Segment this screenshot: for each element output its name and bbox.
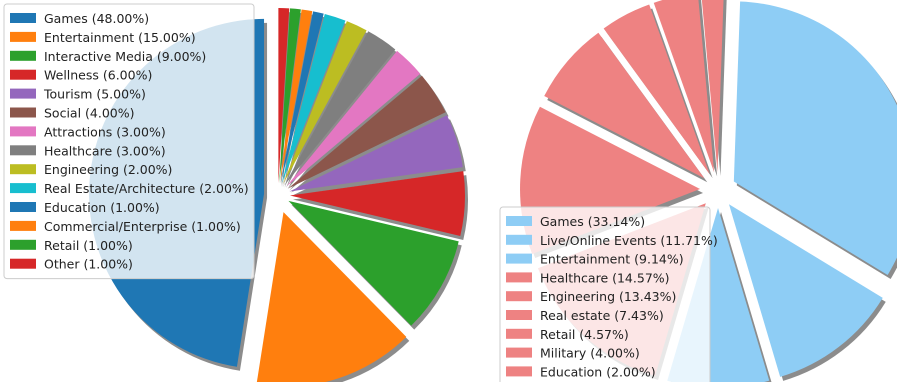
right-legend-swatch-engineering bbox=[506, 291, 532, 302]
left-legend-swatch-healthcare bbox=[10, 145, 36, 156]
right-legend-label-real-estate: Real estate (7.43%) bbox=[540, 308, 664, 323]
left-legend-label-healthcare: Healthcare (3.00%) bbox=[44, 143, 166, 158]
left-legend-swatch-entertainment bbox=[10, 31, 36, 42]
left-legend-label-tourism: Tourism (5.00%) bbox=[43, 87, 146, 102]
left-legend-label-games: Games (48.00%) bbox=[44, 11, 149, 26]
left-legend-swatch-attractions bbox=[10, 126, 36, 137]
right-legend-frame bbox=[499, 206, 711, 382]
left-legend-swatch-retail bbox=[10, 239, 36, 250]
left-slice-tourism[interactable] bbox=[289, 115, 463, 192]
right-legend-label-games: Games (33.14%) bbox=[540, 214, 645, 229]
right-legend-swatch-military bbox=[506, 347, 532, 358]
left-slice-education[interactable] bbox=[280, 11, 324, 184]
right-legend-swatch-entertainment bbox=[506, 253, 532, 264]
right-legend-label-retail: Retail (4.57%) bbox=[540, 327, 629, 342]
right-slice-education[interactable] bbox=[701, 0, 724, 173]
right-slice-live-online-events[interactable] bbox=[728, 204, 883, 377]
right-legend-label-engineering: Engineering (13.43%) bbox=[540, 289, 676, 304]
left-slice-retail[interactable] bbox=[279, 8, 301, 184]
left-legend-swatch-wellness bbox=[10, 69, 36, 80]
left-legend-frame bbox=[3, 3, 255, 280]
right-slice-games[interactable] bbox=[733, 1, 897, 276]
left-legend-label-real-estate-architecture: Real Estate/Architecture (2.00%) bbox=[44, 181, 249, 196]
left-legend-label-retail: Retail (1.00%) bbox=[44, 238, 133, 253]
left-legend-label-education: Education (1.00%) bbox=[44, 200, 160, 215]
right-legend-swatch-games bbox=[506, 216, 532, 226]
left-legend-label-other: Other (1.00%) bbox=[44, 257, 133, 272]
left-legend-swatch-commercial-enterprise bbox=[10, 220, 36, 231]
right-legend-swatch-education bbox=[506, 366, 532, 377]
right-legend-label-education: Education (2.00%) bbox=[540, 364, 656, 379]
left-legend-label-entertainment: Entertainment (15.00%) bbox=[44, 30, 196, 45]
left-legend-swatch-tourism bbox=[10, 88, 36, 99]
left-slice-real-estate-architecture[interactable] bbox=[281, 13, 346, 184]
right-slice-military[interactable] bbox=[653, 0, 715, 173]
right-legend-label-healthcare: Healthcare (14.57%) bbox=[540, 270, 670, 285]
left-slice-other[interactable] bbox=[278, 8, 290, 184]
right-slice-retail[interactable] bbox=[603, 4, 710, 175]
left-legend-label-commercial-enterprise: Commercial/Enterprise (1.00%) bbox=[44, 219, 241, 234]
left-legend-swatch-other bbox=[10, 258, 36, 269]
left-slice-interactive-media[interactable] bbox=[288, 200, 459, 326]
right-legend-swatch-real-estate bbox=[506, 310, 532, 320]
right-legend-swatch-healthcare bbox=[506, 272, 532, 283]
left-slice-attractions[interactable] bbox=[286, 50, 421, 187]
left-slice-wellness[interactable] bbox=[289, 171, 465, 237]
left-slice-entertainment[interactable] bbox=[256, 212, 407, 382]
left-legend-label-engineering: Engineering (2.00%) bbox=[44, 162, 172, 177]
left-legend-label-social: Social (4.00%) bbox=[44, 106, 135, 121]
right-legend-swatch-live-online-events bbox=[506, 234, 532, 245]
right-legend-label-live-online-events: Live/Online Events (11.71%) bbox=[540, 233, 718, 248]
legend-industries: Games (48.00%) Entertainment (15.00%) Inte… bbox=[3, 3, 255, 280]
left-legend-swatch-education bbox=[10, 202, 36, 212]
left-legend-label-wellness: Wellness (6.00%) bbox=[44, 68, 152, 83]
left-legend-swatch-engineering bbox=[10, 164, 36, 175]
legend-applications: Games (33.14%) Live/Online Events (11.71%… bbox=[499, 206, 718, 382]
right-legend-label-entertainment: Entertainment (9.14%) bbox=[540, 252, 684, 267]
left-legend-swatch-social bbox=[10, 107, 36, 118]
left-slice-healthcare[interactable] bbox=[284, 31, 396, 186]
left-legend-swatch-real-estate-architecture bbox=[10, 183, 36, 194]
left-slice-commercial-enterprise[interactable] bbox=[279, 9, 313, 184]
left-legend-swatch-games bbox=[10, 13, 36, 23]
left-legend-swatch-interactive-media bbox=[10, 50, 36, 61]
right-slice-real-estate[interactable] bbox=[544, 32, 705, 179]
left-slice-social[interactable] bbox=[288, 75, 446, 189]
left-legend-label-attractions: Attractions (3.00%) bbox=[44, 124, 166, 139]
left-legend-label-interactive-media: Interactive Media (9.00%) bbox=[44, 49, 206, 64]
right-legend-label-military: Military (4.00%) bbox=[540, 346, 640, 361]
right-legend-swatch-retail bbox=[506, 328, 532, 339]
left-slice-engineering[interactable] bbox=[283, 21, 367, 185]
